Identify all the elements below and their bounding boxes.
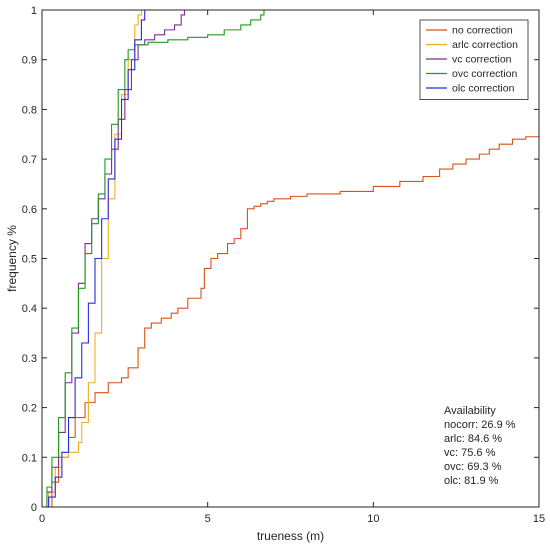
y-tick-label: 0.8 xyxy=(22,104,37,116)
annotation-line: vc: 75.6 % xyxy=(444,447,496,459)
y-axis-label: frequency % xyxy=(5,225,19,292)
legend: no correction arlc correction vc correctio… xyxy=(419,19,529,100)
y-tick-label: 0.7 xyxy=(22,154,37,166)
annotation-line: nocorr: 26.9 % xyxy=(444,419,516,431)
series-line-vc-correction xyxy=(42,10,186,508)
y-tick-label: 0.5 xyxy=(22,254,37,266)
y-tick-label: 0.1 xyxy=(22,452,37,464)
series-layer xyxy=(42,10,540,508)
y-tick-label: 0.3 xyxy=(22,353,37,365)
ticks-layer: 0 5 10 15 0 0.1 0.2 0.3 0.4 0.5 0.6 0.7 0.8 0.9 1 xyxy=(22,5,545,525)
x-tick-label: 0 xyxy=(39,513,45,525)
x-tick-label: 15 xyxy=(533,513,545,525)
legend-entry: arlc correction xyxy=(452,39,518,51)
availability-annotation: Availability nocorr: 26.9 % arlc: 84.6 % vc… xyxy=(444,405,516,487)
y-tick-label: 0.6 xyxy=(22,204,37,216)
x-tick-label: 10 xyxy=(367,513,379,525)
annotation-line: ovc: 69.3 % xyxy=(444,461,502,473)
y-tick-label: 0.2 xyxy=(22,403,37,415)
annotation-line: olc: 81.9 % xyxy=(444,475,499,487)
legend-entry: olc correction xyxy=(452,83,515,95)
series-line-ovc-correction xyxy=(42,10,265,508)
y-tick-label: 0 xyxy=(31,502,37,514)
legend-entry: ovc correction xyxy=(452,68,518,80)
legend-entry: vc correction xyxy=(452,54,512,66)
y-tick-label: 0.4 xyxy=(22,303,37,315)
annotation-title: Availability xyxy=(444,405,496,417)
y-tick-label: 1 xyxy=(31,5,37,17)
annotation-line: arlc: 84.6 % xyxy=(444,433,502,445)
x-tick-label: 5 xyxy=(205,513,211,525)
series-line-olc-correction xyxy=(42,10,146,508)
x-axis-label: trueness (m) xyxy=(257,529,324,543)
y-tick-label: 0.9 xyxy=(22,55,37,67)
series-line-no-correction xyxy=(42,131,540,508)
legend-box xyxy=(419,19,529,100)
legend-entry: no correction xyxy=(452,25,513,37)
